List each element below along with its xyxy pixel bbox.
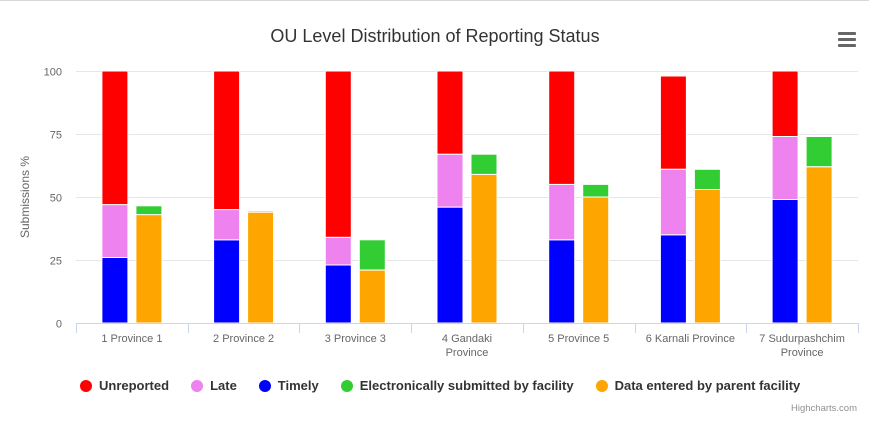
bar-segment[interactable] xyxy=(324,70,352,238)
bar-segment[interactable] xyxy=(548,239,576,324)
x-tick-label: 4 Gandaki xyxy=(442,333,492,345)
bar-segment[interactable] xyxy=(805,166,833,324)
bar-segment[interactable] xyxy=(213,209,241,241)
x-tick-label: 6 Karnali Province xyxy=(646,333,735,345)
legend-dot-icon xyxy=(191,379,204,392)
bar-segment[interactable] xyxy=(548,70,576,185)
x-tick-label: Province xyxy=(781,347,824,359)
bar-segment[interactable] xyxy=(436,206,464,324)
bar-segment[interactable] xyxy=(659,234,687,324)
y-axis-ticks: 0 25 50 75 100 xyxy=(44,67,62,331)
x-tick-label: 1 Province 1 xyxy=(101,333,162,345)
legend-label: Unreported xyxy=(99,378,170,393)
bar-segment[interactable] xyxy=(358,239,386,271)
legend-dot-icon xyxy=(80,379,92,392)
bar-segment[interactable] xyxy=(659,168,687,236)
bars xyxy=(101,70,833,324)
legend-dot-icon xyxy=(258,379,271,392)
bar-segment[interactable] xyxy=(582,196,610,324)
bar-segment[interactable] xyxy=(101,70,129,206)
y-tick-label: 0 xyxy=(56,319,62,331)
legend-item[interactable]: Data entered by parent facility xyxy=(595,378,801,393)
legend: Unreported Late Timely Electronically submi… xyxy=(80,378,822,393)
y-tick-label: 50 xyxy=(50,193,62,205)
bar-segment[interactable] xyxy=(771,136,799,200)
legend-label: Late xyxy=(210,378,237,393)
x-tick-label: 3 Province 3 xyxy=(325,333,386,345)
legend-item[interactable]: Timely xyxy=(258,378,319,393)
x-tick-label: 5 Province 5 xyxy=(548,333,609,345)
bar-segment[interactable] xyxy=(771,70,799,137)
x-tick-label: Province xyxy=(446,347,489,359)
legend-dot-icon xyxy=(340,379,353,392)
hamburger-menu-icon-line xyxy=(838,44,856,47)
bar-segment[interactable] xyxy=(436,153,464,208)
bar-segment[interactable] xyxy=(659,75,687,170)
y-tick-label: 75 xyxy=(50,130,62,142)
bar-segment[interactable] xyxy=(436,70,464,155)
y-tick-label: 100 xyxy=(44,67,62,79)
bar-segment[interactable] xyxy=(213,70,241,211)
grid xyxy=(76,71,858,261)
bar-segment[interactable] xyxy=(805,136,833,168)
y-axis-title: Submissions % xyxy=(18,156,32,238)
x-axis: 1 Province 1 2 Province 2 3 Province 3 4 Ga… xyxy=(76,323,859,359)
legend-item[interactable]: Electronically submitted by facility xyxy=(340,378,574,393)
bar-segment[interactable] xyxy=(101,257,129,324)
chart-menu-button[interactable] xyxy=(836,30,858,50)
credits-link[interactable]: Highcharts.com xyxy=(791,403,857,414)
bar-segment[interactable] xyxy=(135,214,163,324)
bar-segment[interactable] xyxy=(470,153,498,175)
legend-label: Electronically submitted by facility xyxy=(359,378,574,393)
hamburger-menu-icon xyxy=(838,32,856,35)
chart-title: OU Level Distribution of Reporting Statu… xyxy=(270,26,599,46)
bar-segment[interactable] xyxy=(135,205,163,216)
top-border xyxy=(0,0,869,1)
legend-label: Timely xyxy=(277,378,319,393)
legend-item[interactable]: Unreported xyxy=(80,378,169,393)
legend-label: Data entered by parent facility xyxy=(614,378,801,393)
x-tick-label: 7 Sudurpashchim xyxy=(759,333,845,345)
bar-segment[interactable] xyxy=(324,264,352,324)
bar-segment[interactable] xyxy=(213,239,241,324)
bar-segment[interactable] xyxy=(548,183,576,241)
bar-segment[interactable] xyxy=(358,269,386,324)
bar-segment[interactable] xyxy=(582,183,610,198)
bar-segment[interactable] xyxy=(693,168,721,191)
y-tick-label: 25 xyxy=(50,256,62,268)
hamburger-menu-icon-line xyxy=(838,38,856,41)
bar-segment[interactable] xyxy=(693,188,721,324)
x-tick-label: 2 Province 2 xyxy=(213,333,274,345)
bar-segment[interactable] xyxy=(101,204,129,259)
bar-segment[interactable] xyxy=(247,210,275,213)
legend-dot-icon xyxy=(595,379,608,392)
bar-segment[interactable] xyxy=(324,236,352,266)
legend-item[interactable]: Late xyxy=(191,378,237,393)
bar-segment[interactable] xyxy=(470,173,498,324)
bar-segment[interactable] xyxy=(247,211,275,324)
bar-segment[interactable] xyxy=(771,199,799,324)
